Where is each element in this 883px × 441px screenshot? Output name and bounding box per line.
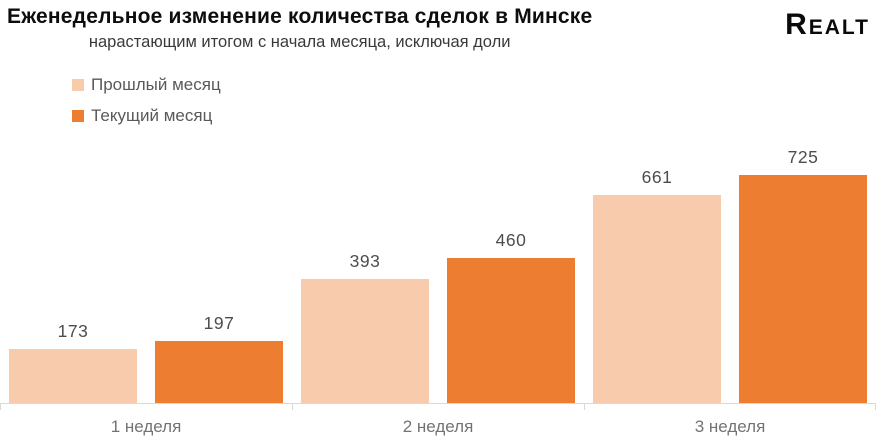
x-axis-tick [0, 404, 1, 410]
bar-group: 661 725 [584, 147, 876, 403]
bar [739, 175, 867, 403]
value-label: 725 [787, 147, 819, 167]
bar [301, 279, 429, 403]
x-axis-tick [875, 404, 876, 410]
value-label: 197 [203, 313, 235, 333]
legend-item-current-month: Текущий месяц [72, 106, 221, 126]
bar-with-label: 173 [9, 321, 137, 403]
x-axis-tick [583, 404, 585, 410]
legend-swatch-current-month-icon [72, 110, 84, 122]
realt-logo: Realt [785, 8, 870, 41]
x-axis-category-label: 1 неделя [110, 417, 182, 436]
bar [155, 341, 283, 403]
plot-area: 173 197 393 460 661 725 1 неделя 2 неделя 3 нед… [0, 140, 876, 441]
bar-groups: 173 197 393 460 661 725 [0, 147, 876, 403]
bar-with-label: 460 [447, 230, 575, 403]
chart-title: Еженедельное изменение количества сделок… [7, 5, 593, 28]
chart-header: Еженедельное изменение количества сделок… [7, 5, 592, 52]
bar-with-label: 197 [155, 313, 283, 403]
legend: Прошлый месяц Текущий месяц [72, 75, 221, 137]
legend-label-current-month: Текущий месяц [91, 106, 213, 125]
legend-item-previous-month: Прошлый месяц [72, 75, 221, 95]
bar-with-label: 725 [739, 147, 867, 403]
x-axis-category-label: 2 неделя [402, 417, 474, 436]
x-axis-category-label: 3 неделя [694, 417, 766, 436]
x-labels: 1 неделя 2 неделя 3 неделя [0, 411, 876, 441]
bar [593, 195, 721, 403]
x-axis-tick [291, 404, 293, 410]
bar-group: 393 460 [292, 230, 584, 403]
legend-label-previous-month: Прошлый месяц [91, 75, 221, 94]
bar-group: 173 197 [0, 313, 292, 403]
legend-swatch-previous-month-icon [72, 79, 84, 91]
value-label: 393 [349, 251, 381, 271]
bar-with-label: 661 [593, 167, 721, 403]
x-axis-line [0, 403, 876, 404]
bar-with-label: 393 [301, 251, 429, 403]
chart-subtitle: нарастающим итогом с начала месяца, искл… [88, 33, 511, 51]
value-label: 661 [641, 167, 673, 187]
value-label: 460 [495, 230, 527, 250]
value-label: 173 [57, 321, 89, 341]
bar [9, 349, 137, 403]
bar [447, 258, 575, 403]
